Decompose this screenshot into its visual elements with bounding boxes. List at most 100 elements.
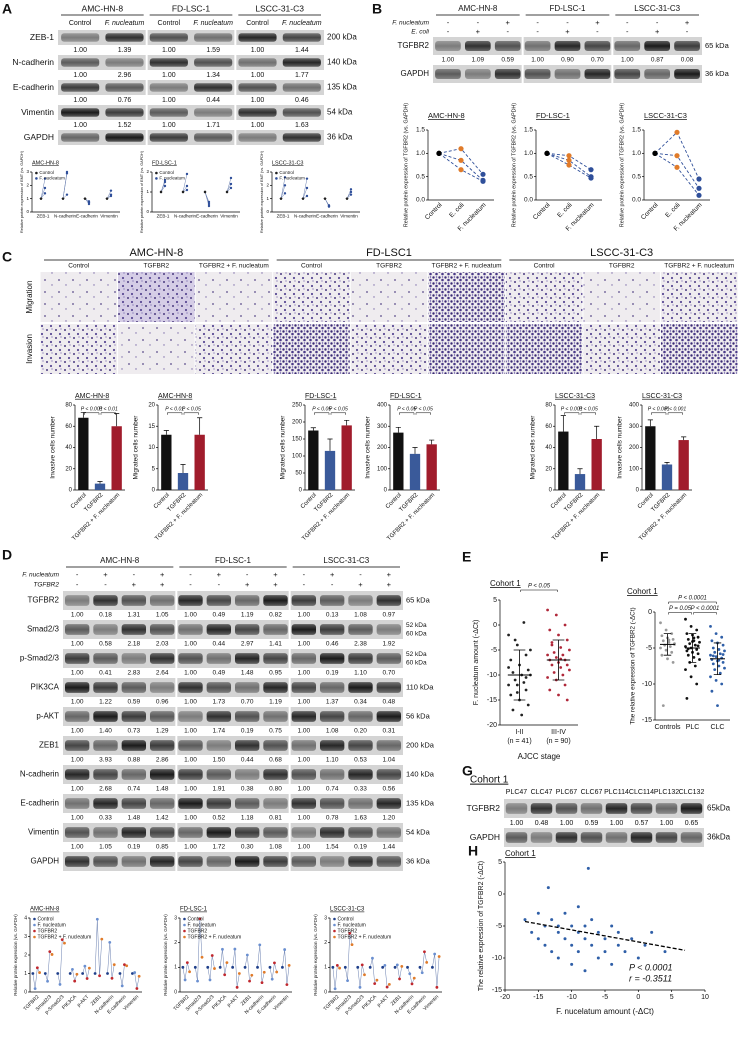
blot-band <box>178 653 203 664</box>
point <box>420 971 424 975</box>
point <box>256 965 259 969</box>
blot-band <box>64 740 90 751</box>
x-axis-label: F. nucelatum amount (-ΔCt) <box>556 1007 654 1016</box>
blot-band <box>61 133 100 142</box>
point <box>229 182 233 186</box>
pair-line <box>94 919 103 976</box>
x-tick-label: Vimentin <box>220 214 238 219</box>
point <box>159 190 163 194</box>
point <box>112 963 116 967</box>
point <box>507 666 510 669</box>
error-bar <box>647 419 653 427</box>
point <box>333 987 337 991</box>
chart-title: AMC-HN-8 <box>428 111 465 120</box>
lane-label: CLC67 <box>581 789 603 796</box>
blot-band <box>64 711 90 722</box>
blot-band <box>584 68 611 80</box>
quantification: 1.63 <box>354 815 367 822</box>
quantification: 1.05 <box>156 612 169 619</box>
blot-band <box>554 68 581 80</box>
point <box>458 146 464 152</box>
point <box>345 197 349 200</box>
pair-line <box>407 967 415 985</box>
blot-band <box>234 827 260 838</box>
blot-band <box>149 58 188 67</box>
point <box>301 197 305 200</box>
quantification: 1.00 <box>184 757 197 764</box>
micrograph-cells <box>195 272 273 322</box>
blot-band <box>319 798 345 809</box>
point <box>664 628 668 632</box>
legend-marker <box>275 171 278 175</box>
y-tick-label: 1.0 <box>632 150 641 157</box>
point <box>262 970 266 974</box>
blot-band <box>234 856 260 867</box>
sd-bar <box>713 642 722 676</box>
condition-label: Control <box>68 263 90 270</box>
point <box>81 972 85 975</box>
x-tick-label: -15 <box>533 994 543 1001</box>
error-bar <box>180 464 186 473</box>
bar <box>161 434 172 490</box>
sign: + <box>273 580 278 589</box>
point <box>185 961 189 965</box>
point <box>721 661 725 664</box>
point <box>83 197 87 200</box>
quantification: 2.83 <box>128 670 141 677</box>
point <box>663 950 667 954</box>
y-tick-label: 100 <box>629 466 640 472</box>
sign: - <box>76 580 79 589</box>
error-bar <box>197 417 203 435</box>
chart-title: AMC-HN-8 <box>30 907 60 913</box>
legend-marker <box>183 935 186 939</box>
point <box>208 978 212 982</box>
quantification: 1.00 <box>298 815 311 822</box>
y-tick-label: 0 <box>493 622 497 629</box>
blot-band <box>149 83 188 92</box>
y-tick-label: 300 <box>629 424 640 430</box>
x-tick-label: ZEB-1 <box>37 214 50 219</box>
y-axis-label: Migrated cells number <box>280 415 287 480</box>
chart-title: FD-LSC-1 <box>536 111 570 120</box>
pair-line <box>302 178 308 199</box>
y-tick-label: 0 <box>549 488 553 494</box>
blot-band <box>206 798 232 809</box>
y-tick-label: 0.0 <box>632 197 641 204</box>
point <box>524 688 528 692</box>
group-label: FD-LSC1 <box>366 247 412 259</box>
point <box>714 655 718 659</box>
point <box>670 632 674 635</box>
pair-line <box>160 181 166 193</box>
quantification: 0.80 <box>269 786 282 793</box>
point <box>435 985 439 989</box>
y-axis-label: Invasive cells number <box>50 415 57 478</box>
sign-label: E. coli <box>411 29 429 36</box>
chart-title: Cohort 1 <box>490 579 521 588</box>
point <box>566 157 572 163</box>
point <box>408 972 412 976</box>
point <box>667 638 671 642</box>
point <box>398 977 401 981</box>
blot-band <box>178 711 203 722</box>
p-value: P < 0.05 <box>579 407 598 413</box>
blot-band <box>530 803 553 814</box>
blot-band <box>319 740 345 751</box>
blot-strip <box>504 799 704 818</box>
y-tick-label: 2 <box>266 183 269 188</box>
point <box>709 675 712 679</box>
point <box>95 917 99 921</box>
blot-band <box>206 856 232 867</box>
quantification: 0.38 <box>241 786 254 793</box>
legend-label: Control <box>279 170 294 175</box>
quantification: 1.00 <box>251 97 265 104</box>
lane-label: Control <box>69 20 92 27</box>
point <box>268 965 272 969</box>
y-tick-label: 4 <box>24 915 27 921</box>
quantification: 0.59 <box>501 57 514 64</box>
quantification: 1.31 <box>128 612 141 619</box>
blot-strip <box>63 678 403 697</box>
point <box>50 953 54 956</box>
point <box>31 972 35 975</box>
quantification: 0.30 <box>241 844 254 851</box>
protein-label: TGFBR2 <box>466 803 500 813</box>
